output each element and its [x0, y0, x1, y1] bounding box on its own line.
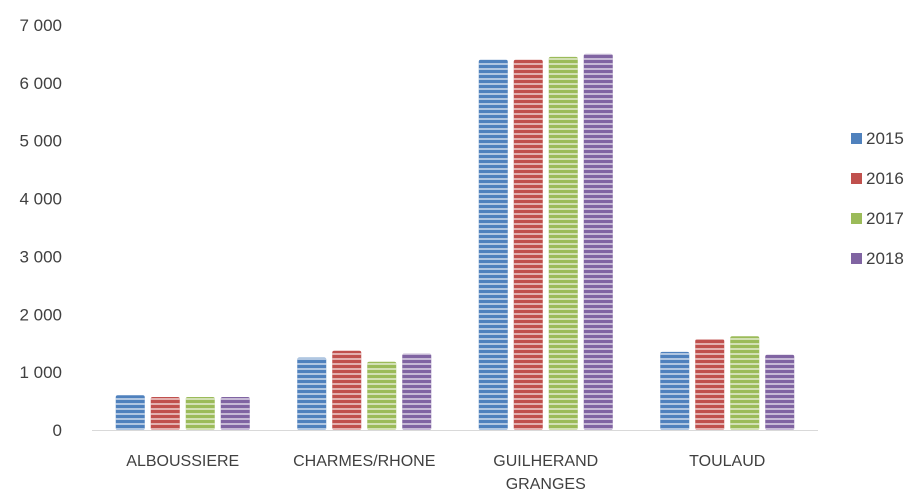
bar-texture — [185, 397, 215, 430]
bar-texture — [730, 336, 760, 430]
y-tick-label: 0 — [53, 421, 62, 440]
x-tick-label: CHARMES/RHONE — [293, 453, 435, 470]
legend-swatch — [851, 213, 862, 224]
x-tick-label: GUILHERAND GRANGES — [493, 453, 598, 493]
bars — [115, 53, 795, 431]
y-tick-label: 7 000 — [19, 16, 62, 35]
x-tick-label: TOULAUD — [689, 453, 765, 470]
y-tick-label: 5 000 — [19, 132, 62, 151]
bar-texture — [297, 357, 327, 430]
bar-texture — [548, 56, 578, 430]
y-tick-label: 6 000 — [19, 74, 62, 93]
legend: 2015 2016 2017 2018 — [851, 129, 904, 268]
bar-texture — [478, 59, 508, 430]
bar-texture — [660, 351, 690, 430]
x-tick-label: ALBOUSSIERE — [126, 453, 239, 470]
y-tick-label: 1 000 — [19, 363, 62, 382]
bar-texture — [695, 339, 725, 430]
legend-swatch — [851, 253, 862, 264]
legend-label: 2015 — [866, 129, 904, 148]
legend-label: 2016 — [866, 169, 904, 188]
y-axis: 0 1 000 2 000 3 000 4 000 5 000 6 000 7 000 — [19, 16, 62, 440]
bar-texture — [402, 353, 432, 430]
y-tick-label: 3 000 — [19, 247, 62, 266]
bar-texture — [583, 53, 613, 431]
y-tick-label: 4 000 — [19, 190, 62, 209]
legend-swatch — [851, 133, 862, 144]
x-axis: ALBOUSSIERE CHARMES/RHONE GUILHERAND GRANGE… — [92, 430, 818, 493]
bar-texture — [765, 354, 795, 430]
legend-label: 2017 — [866, 209, 904, 228]
bar-texture — [367, 361, 397, 430]
bar-texture — [115, 395, 145, 430]
legend-label: 2018 — [866, 249, 904, 268]
bar-texture — [332, 350, 362, 430]
bar-texture — [220, 397, 250, 430]
bar-texture — [150, 397, 180, 430]
y-tick-label: 2 000 — [19, 305, 62, 324]
bar-texture — [513, 59, 543, 430]
legend-swatch — [851, 173, 862, 184]
